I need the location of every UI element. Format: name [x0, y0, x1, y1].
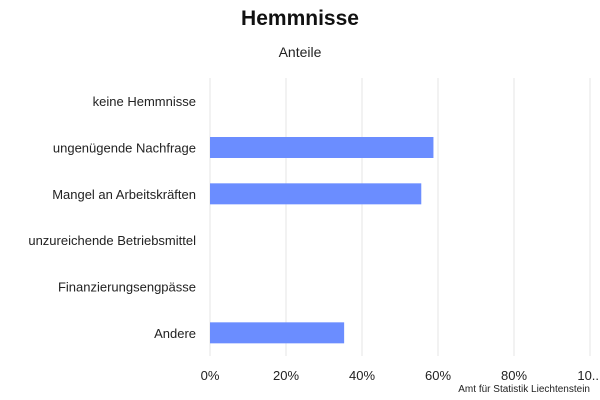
x-tick-label: 10...: [577, 368, 600, 383]
bar: [210, 137, 434, 158]
chart-subtitle: Anteile: [278, 44, 322, 60]
x-tick-label: 0%: [201, 368, 220, 383]
category-label: ungenügende Nachfrage: [53, 141, 196, 156]
category-label: Finanzierungsengpässe: [58, 280, 196, 295]
chart-title: Hemmnisse: [241, 7, 359, 30]
chart-credits: Amt für Statistik Liechtenstein: [458, 384, 590, 395]
category-label: Andere: [154, 326, 196, 341]
x-tick-label: 40%: [349, 368, 375, 383]
x-tick-label: 80%: [501, 368, 527, 383]
x-tick-label: 20%: [273, 368, 299, 383]
category-label: Mangel an Arbeitskräften: [52, 187, 196, 202]
bar: [210, 183, 422, 205]
bar: [210, 322, 345, 344]
category-label: keine Hemmnisse: [93, 94, 196, 109]
category-label: unzureichende Betriebsmittel: [28, 233, 196, 248]
x-tick-label: 60%: [425, 368, 451, 383]
